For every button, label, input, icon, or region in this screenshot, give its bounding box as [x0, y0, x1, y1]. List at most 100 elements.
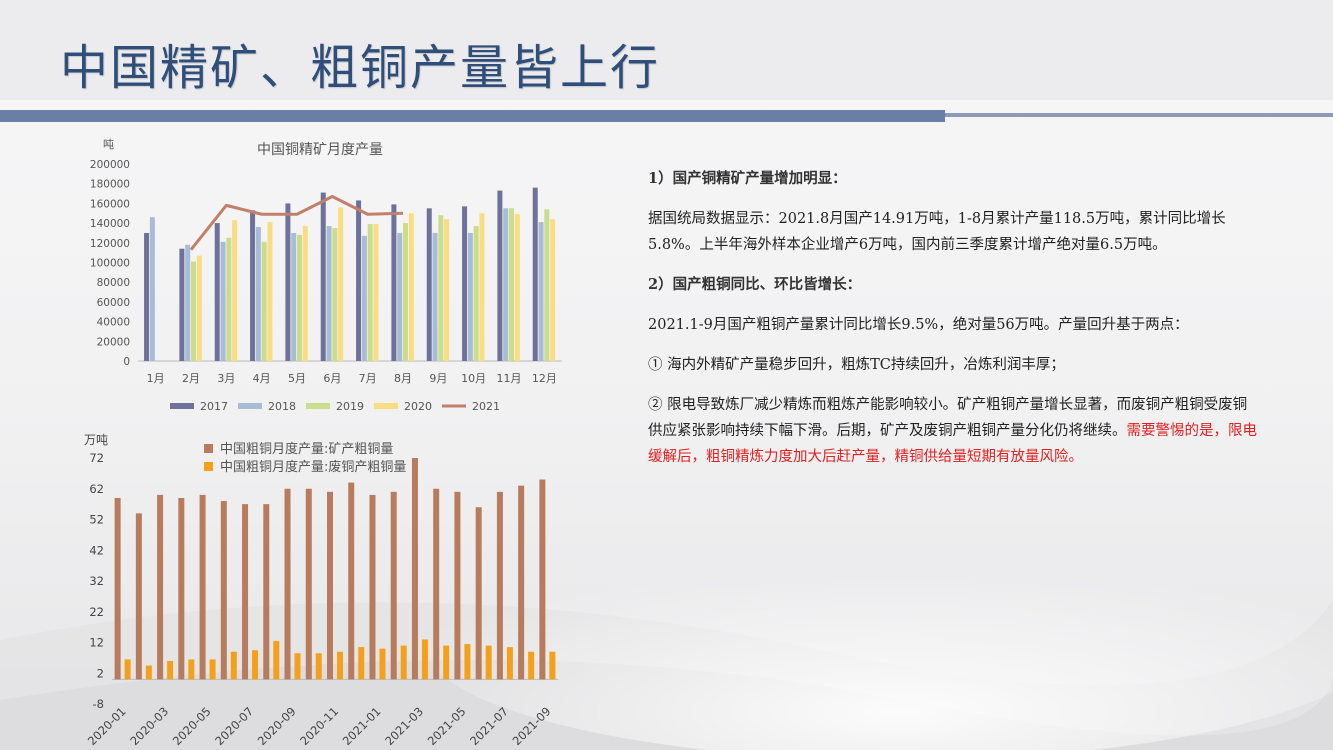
y-tick-label: 32	[89, 574, 104, 588]
line-2021	[189, 195, 404, 251]
bar-series-1	[369, 494, 376, 680]
x-tick-label: 2021-05	[425, 704, 469, 748]
section-2-body: 2021.1-9月国产粗铜产量累计同比增长9.5%，绝对量56万吨。产量回升基于…	[648, 317, 1189, 333]
bar-2020	[267, 222, 273, 361]
bar-series-1	[348, 482, 355, 680]
legend-swatch-2018	[238, 403, 262, 409]
chart-title: 中国铜精矿月度产量	[257, 142, 383, 158]
legend-label: 2018	[268, 400, 296, 413]
bar-series-1	[327, 491, 333, 680]
bar-2017	[391, 204, 397, 361]
point-2-warning: 需要警惕的是，限电缓解后，粗铜精炼力度加大后赶产量，精铜供给量短期有放量风险。	[648, 423, 1257, 465]
bar-2020	[479, 213, 485, 361]
x-tick-label: 4月	[253, 372, 271, 385]
bar-series-2	[145, 665, 152, 680]
blister-copper-chart-svg: 万吨 72 62 52 42 32 22 12 2 -82020-012020-032020-05…	[84, 433, 558, 748]
bar-2018	[326, 226, 332, 361]
bar-series-2	[273, 640, 280, 680]
bar-series-1	[284, 488, 291, 680]
bar-2019	[473, 226, 479, 361]
x-tick-label: 12月	[532, 372, 557, 385]
y-tick-label: 22	[89, 605, 104, 619]
bar-2020	[196, 255, 202, 361]
y-tick-label: 2	[97, 666, 104, 680]
title-underline-bar	[0, 110, 945, 122]
bar-series-2	[252, 650, 259, 680]
bar-series-2	[464, 644, 471, 680]
bar-2019	[332, 228, 338, 361]
bar-2019	[367, 224, 373, 361]
bar-2020	[444, 219, 450, 361]
bar-series-1	[178, 497, 185, 680]
concentrate-chart-svg: 中国铜精矿月度产量吨200000180000160000140000120000…	[90, 138, 562, 413]
legend-label: 2017	[200, 400, 228, 413]
x-tick-label: 5月	[288, 372, 306, 385]
x-tick-label: 2月	[182, 372, 200, 385]
y-tick-label: 180000	[90, 179, 130, 191]
legend-label: 2020	[404, 400, 432, 413]
legend-label: 2021	[472, 400, 500, 413]
bar-2019	[191, 261, 196, 361]
bar-2017	[285, 203, 291, 361]
bar-2019	[261, 241, 267, 361]
legend-swatch-2019	[306, 403, 330, 409]
bar-series-1	[496, 491, 503, 680]
bar-2018	[185, 244, 191, 361]
bar-2017	[179, 248, 185, 361]
bar-series-2	[528, 651, 535, 680]
legend-swatch-2017	[170, 403, 194, 409]
bar-2018	[149, 217, 155, 361]
bar-series-2	[400, 645, 407, 680]
bar-2019	[297, 234, 302, 361]
bar-series-1	[305, 488, 312, 680]
point-2: ② 限电导致炼厂减少精炼而粗炼产能影响较小。矿产粗铜产量增长显著，而废铜产粗铜受…	[648, 392, 1258, 470]
y-tick-label: -8	[93, 697, 104, 711]
bar-series-2	[167, 660, 174, 680]
legend-swatch-1	[204, 444, 213, 453]
point-1: ① 海内外精矿产量稳步回升，粗炼TC持续回升，冶炼利润丰厚；	[648, 357, 1065, 373]
blister-copper-chart: 万吨 72 62 52 42 32 22 12 2 -8 2020-01 2020-03 2020-05…	[70, 428, 590, 748]
bar-series-1	[411, 458, 418, 680]
bar-2017	[320, 192, 326, 361]
bar-series-1	[135, 513, 142, 680]
bar-series-2	[358, 647, 365, 680]
bar-2020	[550, 219, 556, 361]
x-tick-label: 9月	[429, 372, 447, 385]
x-tick-label: 2021-07	[467, 704, 511, 748]
bar-2018	[503, 208, 509, 361]
y-tick-label: 60000	[97, 297, 130, 309]
bar-2018	[361, 235, 367, 361]
x-tick-label: 2020-05	[170, 704, 214, 748]
x-tick-label: 2021-03	[382, 704, 426, 748]
y-tick-label: 0	[123, 356, 130, 368]
bar-2017	[497, 190, 503, 361]
bar-series-1	[433, 488, 440, 680]
x-tick-label: 2020-01	[85, 704, 129, 748]
y-axis-label: 万吨	[84, 433, 108, 447]
x-tick-label: 10月	[461, 372, 486, 385]
bar-2017	[250, 210, 256, 361]
bar-series-2	[443, 645, 450, 680]
section-1-heading: 1）国产铜精矿产量增加明显：	[648, 170, 847, 187]
bar-series-1	[454, 491, 461, 680]
x-tick-label: 2020-11	[297, 704, 341, 748]
bar-2018	[432, 232, 438, 361]
y-tick-label: 52	[89, 513, 104, 527]
y-tick-label: 160000	[90, 198, 130, 210]
bar-2020	[514, 214, 520, 361]
bar-series-1	[199, 494, 206, 680]
bar-series-1	[475, 507, 482, 680]
bar-2019	[403, 223, 408, 361]
x-tick-label: 2021-01	[340, 704, 384, 748]
x-tick-label: 8月	[394, 372, 412, 385]
bar-2017	[462, 206, 468, 361]
y-tick-label: 20000	[97, 336, 130, 348]
y-axis-label: 吨	[103, 138, 114, 151]
bar-series-1	[518, 485, 525, 680]
x-tick-label: 3月	[217, 372, 235, 385]
bar-2019	[509, 208, 514, 361]
bar-2019	[438, 215, 444, 361]
bar-series-2	[209, 659, 216, 680]
concentrate-chart: 中国铜精矿月度产量吨 200000 180000 160000 140000 120000…	[70, 128, 590, 428]
y-tick-label: 120000	[90, 238, 130, 250]
